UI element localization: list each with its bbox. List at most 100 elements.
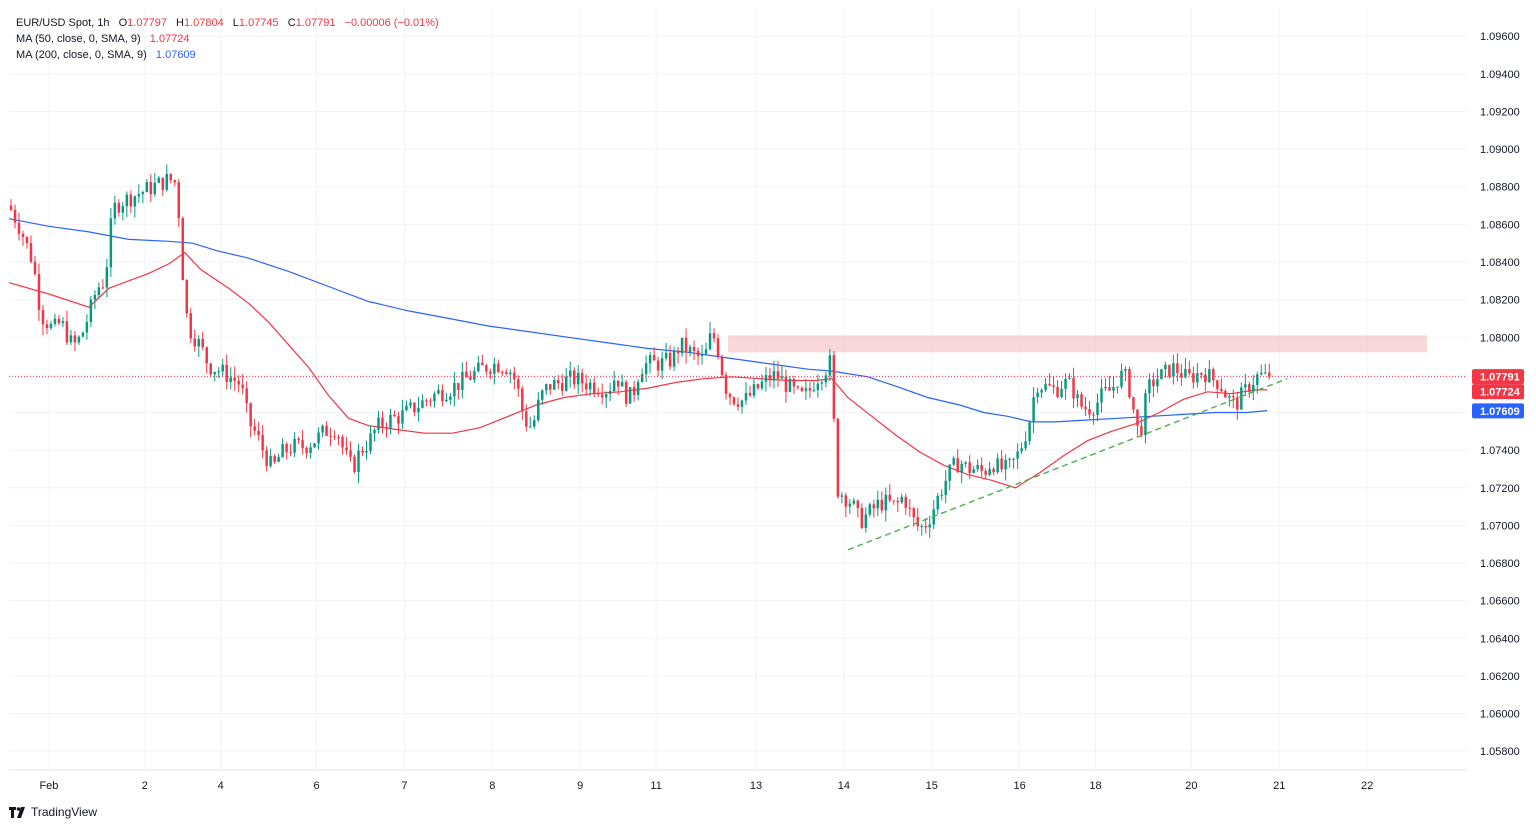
candle-body — [776, 371, 780, 379]
candle-body — [157, 177, 161, 183]
candle-body — [437, 390, 440, 394]
candle-body — [772, 371, 776, 381]
candle-body — [465, 371, 468, 378]
candle-body — [409, 402, 412, 406]
candle-body — [113, 202, 117, 219]
tradingview-brand[interactable]: TradingView — [9, 805, 97, 819]
candle-body — [868, 504, 872, 515]
candle-body — [576, 372, 580, 385]
candle-body — [521, 388, 524, 412]
candle-body — [944, 480, 947, 495]
candle-body — [1180, 373, 1183, 378]
candle-body — [497, 363, 500, 372]
candle-body — [1248, 384, 1251, 392]
candle-body — [1048, 383, 1051, 386]
candle-body — [720, 356, 724, 376]
x-tick-label: 2 — [142, 780, 148, 792]
y-tick-label: 1.09400 — [1480, 69, 1520, 81]
candle-body — [1064, 378, 1067, 389]
y-tick-label: 1.06200 — [1480, 671, 1520, 683]
legend-ma50-row[interactable]: MA (50, close, 0, SMA, 9) 1.07724 — [16, 31, 439, 47]
candle-body — [1200, 373, 1203, 375]
candle-body — [1100, 388, 1103, 403]
candle-body — [736, 404, 740, 407]
candle-body — [648, 355, 652, 364]
candle-body — [1104, 386, 1107, 389]
candle-body — [473, 371, 476, 380]
candle-body — [401, 410, 404, 424]
candle-body — [840, 495, 844, 497]
candle-body — [876, 499, 880, 509]
candle-body — [489, 371, 492, 374]
price-tag-bg — [1472, 384, 1524, 400]
candle-body — [732, 397, 736, 405]
candle-body — [309, 447, 312, 453]
time-axis[interactable]: Feb 2 4 6 7 8 9 11 13 14 15 16 18 20 21 22 — [39, 780, 1373, 792]
candle-body — [1000, 458, 1003, 470]
candle-body — [533, 420, 536, 427]
candle-body — [477, 362, 480, 372]
candle-body — [421, 400, 424, 408]
y-tick-label: 1.08400 — [1480, 257, 1520, 269]
candle-body — [129, 194, 133, 207]
candle-body — [485, 365, 488, 372]
candle-body — [708, 333, 712, 350]
candle-body — [1016, 451, 1019, 459]
candle-body — [1148, 379, 1151, 394]
candle-body — [305, 447, 308, 453]
candle-body — [537, 399, 540, 421]
y-tick-label: 1.08200 — [1480, 295, 1520, 307]
candle-body — [493, 363, 496, 374]
candle-body — [77, 336, 81, 343]
candle-body — [904, 496, 908, 508]
candle-body — [561, 383, 564, 391]
candle-body — [964, 462, 967, 464]
candle-body — [109, 218, 113, 268]
candle-body — [584, 383, 588, 390]
candle-body — [760, 381, 764, 389]
candle-body — [405, 405, 408, 411]
candle-body — [980, 464, 983, 471]
x-tick-label: 6 — [314, 780, 320, 792]
symbol-label[interactable]: EUR/USD Spot, 1h — [16, 17, 110, 29]
candle-body — [968, 462, 971, 473]
candle-body — [93, 295, 97, 300]
candle-body — [213, 371, 216, 375]
candle-body — [1052, 385, 1055, 387]
candle-body — [1152, 379, 1155, 387]
candle-body — [65, 321, 69, 343]
candle-body — [676, 350, 680, 354]
high-label: H — [176, 17, 184, 29]
candle-body — [592, 382, 596, 394]
candle-body — [1132, 397, 1135, 410]
candle-body — [1072, 378, 1075, 399]
candle-body — [225, 364, 228, 383]
candle-body — [241, 384, 244, 389]
candle-body — [680, 337, 684, 354]
candle-body — [984, 470, 987, 475]
candle-body — [1128, 368, 1131, 398]
candle-body — [1240, 387, 1243, 410]
candle-body — [740, 400, 744, 407]
candle-body — [425, 400, 428, 402]
candle-body — [1036, 392, 1039, 398]
candle-body — [281, 444, 284, 458]
candle-body — [768, 375, 772, 381]
candle-body — [1188, 368, 1191, 374]
candle-body — [820, 382, 824, 384]
candle-body — [652, 355, 656, 361]
candle-body — [788, 378, 792, 392]
legend-ma200-row[interactable]: MA (200, close, 0, SMA, 9) 1.07609 — [16, 47, 439, 63]
candle-body — [97, 287, 101, 296]
candle-body — [397, 416, 400, 424]
candle-body — [640, 374, 644, 383]
candle-body — [221, 364, 224, 372]
close-label: C — [287, 17, 296, 29]
candle-body — [181, 218, 184, 281]
candle-body — [529, 426, 532, 428]
candle-body — [393, 414, 396, 417]
y-tick-label: 1.06000 — [1480, 709, 1520, 721]
candle-body — [672, 350, 676, 367]
candle-body — [189, 313, 192, 339]
